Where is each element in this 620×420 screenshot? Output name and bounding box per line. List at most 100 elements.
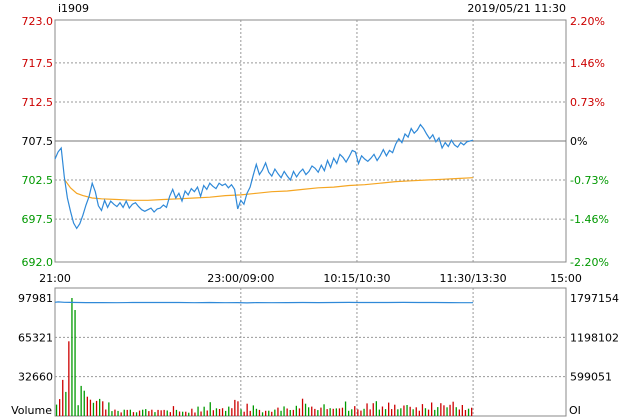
average-price-line (63, 177, 474, 201)
volume-bar (381, 406, 384, 416)
volume-bar (295, 405, 297, 416)
volume-bar (384, 409, 387, 416)
volume-bar (200, 411, 202, 416)
volume-bar (71, 298, 73, 416)
volume-bar (329, 408, 331, 416)
volume-bar (446, 407, 448, 416)
volume-bar (188, 412, 190, 416)
symbol-label: i1909 (58, 2, 89, 15)
volume-bar (351, 409, 353, 416)
volume-axis-title: Volume (11, 404, 52, 417)
price-tick-label: 712.5 (22, 96, 54, 109)
volume-bar (228, 406, 230, 416)
volume-bar (440, 403, 442, 416)
volume-bar (221, 408, 224, 416)
volume-bar (388, 402, 390, 416)
volume-bar (348, 410, 350, 416)
volume-bar (172, 406, 175, 416)
volume-bar (138, 410, 141, 416)
volume-bar (403, 405, 405, 416)
volume-bar (434, 409, 436, 416)
volume-bar (129, 409, 131, 416)
volume-bar (354, 406, 356, 416)
volume-bar (135, 412, 138, 416)
volume-bar (283, 406, 285, 416)
volume-bar (65, 391, 67, 416)
volume-bar (206, 410, 208, 416)
volume-bar (237, 401, 239, 416)
time-tick-label: 10:15/10:30 (323, 272, 390, 285)
price-tick-label: 697.5 (22, 213, 54, 226)
price-tick-label: 717.5 (22, 57, 54, 70)
volume-tick-label: 65321 (18, 331, 53, 344)
volume-bar (261, 412, 264, 416)
volume-bar (372, 403, 374, 416)
volume-bar (375, 401, 377, 416)
volume-bar (357, 409, 359, 416)
volume-bar (68, 341, 70, 416)
volume-bar (108, 402, 110, 416)
volume-bar (151, 409, 153, 416)
volume-bar (209, 402, 211, 416)
volume-bar (277, 407, 279, 416)
volume-bar (212, 410, 214, 416)
volume-bar (55, 404, 58, 416)
volume-bar (274, 409, 276, 416)
volume-bar (249, 410, 251, 416)
volume-bar (225, 410, 227, 416)
volume-bar (197, 406, 199, 416)
volume-bar (415, 407, 417, 416)
volume-bar (102, 401, 104, 416)
price-panel: 723.0 717.5 712.5 707.5 702.5 697.5 692.0 2.20… (22, 15, 609, 285)
volume-bar (114, 409, 116, 416)
percent-tick-label: 0.73% (570, 96, 605, 109)
time-tick-label: 15:00 (550, 272, 582, 285)
volume-bar (458, 409, 460, 416)
volume-bar (326, 409, 328, 416)
volume-gridlines (55, 288, 566, 416)
volume-tick-label: 97981 (18, 292, 53, 305)
volume-bar (77, 405, 79, 416)
volume-bar (320, 407, 322, 416)
volume-bar (194, 412, 196, 416)
percent-tick-label: 0% (570, 135, 587, 148)
volume-bar (452, 401, 454, 416)
oi-tick-label: 1198102 (570, 331, 619, 344)
volume-bar (437, 407, 439, 416)
volume-bar (335, 408, 337, 416)
volume-bar (409, 406, 411, 416)
volume-bar (234, 399, 236, 416)
volume-bar (99, 398, 101, 416)
volume-bar (92, 402, 95, 416)
volume-tick-label: 32660 (18, 371, 53, 384)
volume-bar (400, 408, 402, 416)
volume-bar (289, 410, 291, 416)
volume-bar (280, 410, 282, 416)
volume-bar (246, 403, 248, 416)
volume-bar (265, 410, 267, 416)
volume-bar (86, 396, 88, 416)
volume-bar (126, 409, 128, 416)
volume-bar (62, 379, 64, 416)
volume-bar (338, 408, 341, 416)
volume-bar (215, 408, 218, 416)
volume-panel: 97981 65321 32660 1797154 1198102 599051 Vol… (11, 287, 619, 417)
volume-bar (360, 410, 362, 416)
volume-bar (191, 408, 193, 416)
time-tick-label: 23:00/09:00 (207, 272, 274, 285)
volume-bar (148, 411, 150, 416)
volume-bar (424, 408, 427, 416)
datetime-label: 2019/05/21 11:30 (467, 2, 566, 15)
volume-bar (314, 408, 316, 416)
volume-bar (243, 411, 245, 416)
volume-bar (163, 409, 165, 416)
volume-bar (166, 410, 168, 416)
volume-bar (169, 412, 171, 416)
volume-bar (292, 409, 294, 416)
price-tick-label: 723.0 (22, 15, 54, 28)
volume-bar (182, 411, 184, 416)
volume-bar (301, 398, 304, 416)
volume-bar (406, 405, 408, 416)
time-tick-label: 11:30/13:30 (440, 272, 507, 285)
